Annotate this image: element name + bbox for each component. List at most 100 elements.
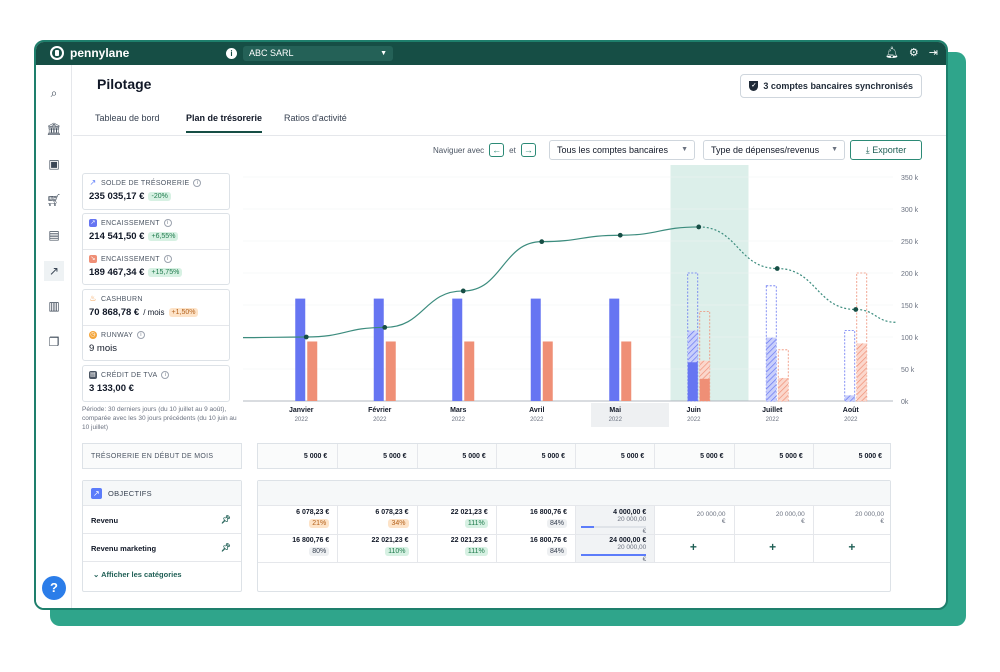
- x-tick-label: Mai: [609, 407, 621, 414]
- bank-sync-badge[interactable]: ✓ 3 comptes bancaires synchronisés: [740, 74, 922, 98]
- x-tick-sublabel: 2022: [609, 417, 623, 423]
- kpi-badge: +1,50%: [168, 308, 199, 317]
- cell-separator: [654, 444, 656, 468]
- objective-row-marketing-revenue[interactable]: Revenu marketing 📌︎: [83, 534, 241, 562]
- objective-cell[interactable]: 16 800,76 € 80%: [264, 537, 330, 556]
- opening-balance-cell[interactable]: 5 000 €: [858, 453, 882, 460]
- app-logo[interactable]: pennylane: [50, 46, 129, 60]
- trend-icon[interactable]: ↗: [44, 261, 64, 281]
- tab-bar: Tableau de bord Plan de trésorerie Ratio…: [73, 105, 946, 136]
- expense-type-select[interactable]: Type de dépenses/revenus ▼: [703, 140, 845, 160]
- objectives-grid: 6 078,23 € 21% 6 078,23 € 34% 22 021,23 € 111…: [257, 480, 891, 592]
- prev-period-button[interactable]: ←: [489, 143, 505, 157]
- next-period-button[interactable]: →: [520, 143, 536, 157]
- opening-balance-cell[interactable]: 5 000 €: [383, 453, 407, 460]
- opening-balance-cell[interactable]: 5 000 €: [541, 453, 565, 460]
- pin-icon[interactable]: 📌︎: [220, 515, 231, 524]
- objective-cell[interactable]: 16 800,76 € 84%: [502, 537, 567, 556]
- export-button[interactable]: ⤓ Exporter: [850, 140, 922, 160]
- kpi-card-vat-credit[interactable]: ▤ CRÉDIT DE TVA i 3 133,00 €: [82, 365, 230, 402]
- add-objective-button[interactable]: +: [689, 540, 697, 554]
- tab-activity-ratios[interactable]: Ratios d'activité: [284, 113, 347, 123]
- kpi-value: 235 035,17 €: [89, 191, 145, 202]
- show-categories-link[interactable]: ⌄ Afficher les catégories: [83, 562, 241, 579]
- objective-cell[interactable]: 20 000,00 €: [740, 511, 805, 525]
- main-content: Pilotage ✓ 3 comptes bancaires synchroni…: [73, 65, 946, 608]
- objective-cell[interactable]: 20 000,00 €: [660, 511, 726, 525]
- logout-icon[interactable]: ⇥: [928, 47, 938, 59]
- objective-cell[interactable]: 22 021,23 € 111%: [423, 509, 488, 528]
- objective-row-revenue[interactable]: Revenu 📌︎: [83, 506, 241, 534]
- kpi-card-cashburn[interactable]: ♨ CASHBURN 70 868,78 € / mois +1,50% ◷ RUNWA…: [82, 289, 230, 361]
- add-objective-button[interactable]: +: [769, 540, 777, 554]
- objective-cell[interactable]: 20 000,00 €: [819, 511, 884, 525]
- search-icon[interactable]: ⌕: [50, 86, 58, 100]
- kpi-badge: +6,55%: [148, 232, 179, 241]
- kpi-card-cash-balance[interactable]: ↗ SOLDE DE TRÉSORERIE i 235 035,17 € -20%: [82, 173, 230, 210]
- bell-icon[interactable]: 🔔︎: [884, 47, 899, 59]
- kpi-badge: -20%: [148, 192, 171, 201]
- objective-cell[interactable]: 6 078,23 € 21%: [264, 509, 330, 528]
- objective-actual: 22 021,23 €: [371, 537, 409, 544]
- bar: [621, 341, 632, 401]
- opening-balance-cell[interactable]: 5 000 €: [462, 453, 486, 460]
- objective-progress-fill: [581, 554, 647, 556]
- sidebar: ⌕ 🏛︎ ▣ 🛒︎ ▤ ↗ ▥ ❐ ?: [36, 65, 72, 608]
- objective-percent-badge: 84%: [546, 519, 567, 528]
- objective-cell[interactable]: 22 021,23 € 110%: [343, 537, 409, 556]
- info-icon[interactable]: i: [163, 219, 172, 227]
- kpi-card-income[interactable]: ↗ ENCAISSEMENT i 214 541,50 € +6,55% ↘ ENCAI…: [82, 213, 230, 285]
- x-tick-label: Février: [368, 407, 392, 414]
- objective-cell[interactable]: 22 021,23 € 111%: [423, 537, 488, 556]
- store-icon[interactable]: ▤: [48, 228, 60, 242]
- gear-icon[interactable]: ⚙: [908, 47, 919, 59]
- y-tick-label: 0k: [901, 399, 909, 406]
- period-note: Période: 30 derniers jours (du 10 juille…: [82, 406, 237, 431]
- objective-cell[interactable]: 24 000,00 €20 000,00 €: [581, 537, 647, 563]
- objective-target-unit: €: [801, 518, 805, 525]
- objective-actual: 24 000,00 €: [609, 537, 647, 544]
- wallet-icon[interactable]: ▣: [48, 157, 60, 171]
- add-objective-button[interactable]: +: [848, 540, 856, 554]
- bank-icon[interactable]: 🏛︎: [46, 122, 62, 136]
- info-icon[interactable]: i: [226, 48, 237, 59]
- folder-user-icon[interactable]: ▥: [48, 299, 60, 313]
- cart-icon[interactable]: 🛒︎: [46, 193, 62, 207]
- document-icon: ▤: [89, 371, 97, 379]
- kpi-label: ENCAISSEMENT: [101, 219, 160, 227]
- info-icon[interactable]: i: [193, 179, 202, 187]
- company-select[interactable]: ABC SARL ▼: [243, 46, 393, 61]
- x-tick-label: Avril: [529, 407, 544, 414]
- kpi-income: ↗ ENCAISSEMENT i 214 541,50 € +6,55%: [83, 214, 229, 249]
- objective-cell[interactable]: 6 078,23 € 34%: [343, 509, 409, 528]
- bar-actual-part: [856, 343, 867, 401]
- objective-cell[interactable]: 4 000,00 €20 000,00 €: [581, 509, 647, 535]
- kpi-expenses: ↘ ENCAISSEMENT i 189 467,34 € +15,75%: [83, 249, 229, 284]
- bar-actual-part: [844, 395, 855, 401]
- objective-target: 20 000,00: [617, 516, 647, 523]
- top-actions: 🔔︎ ⚙ ⇥: [885, 46, 938, 59]
- opening-balance-cell[interactable]: 5 000 €: [303, 453, 328, 460]
- info-icon[interactable]: i: [137, 331, 146, 339]
- opening-balance-cell[interactable]: 5 000 €: [779, 453, 803, 460]
- bank-accounts-select[interactable]: Tous les comptes bancaires ▼: [549, 140, 695, 160]
- pin-icon[interactable]: 📌︎: [220, 543, 231, 552]
- cell-separator: [733, 444, 735, 468]
- cell-separator: [495, 444, 497, 468]
- row-divider: [258, 534, 890, 535]
- opening-balance-cell[interactable]: 5 000 €: [700, 453, 724, 460]
- opening-balance-cell[interactable]: 5 000 €: [620, 453, 645, 460]
- income-icon: ↗: [89, 219, 97, 227]
- tab-cash-plan[interactable]: Plan de trésorerie: [186, 113, 263, 133]
- x-tick-label: Juillet: [762, 407, 783, 414]
- objective-cell[interactable]: 16 800,76 € 84%: [502, 509, 567, 528]
- tab-dashboard[interactable]: Tableau de bord: [95, 113, 160, 123]
- cell-separator: [812, 444, 814, 468]
- info-icon[interactable]: i: [163, 255, 172, 263]
- documents-icon[interactable]: ❐: [48, 335, 60, 349]
- balance-point: [460, 288, 466, 294]
- y-tick-label: 50 k: [901, 367, 915, 374]
- info-icon[interactable]: i: [161, 371, 170, 379]
- help-button[interactable]: ?: [42, 576, 66, 600]
- bar-projected: [856, 272, 868, 402]
